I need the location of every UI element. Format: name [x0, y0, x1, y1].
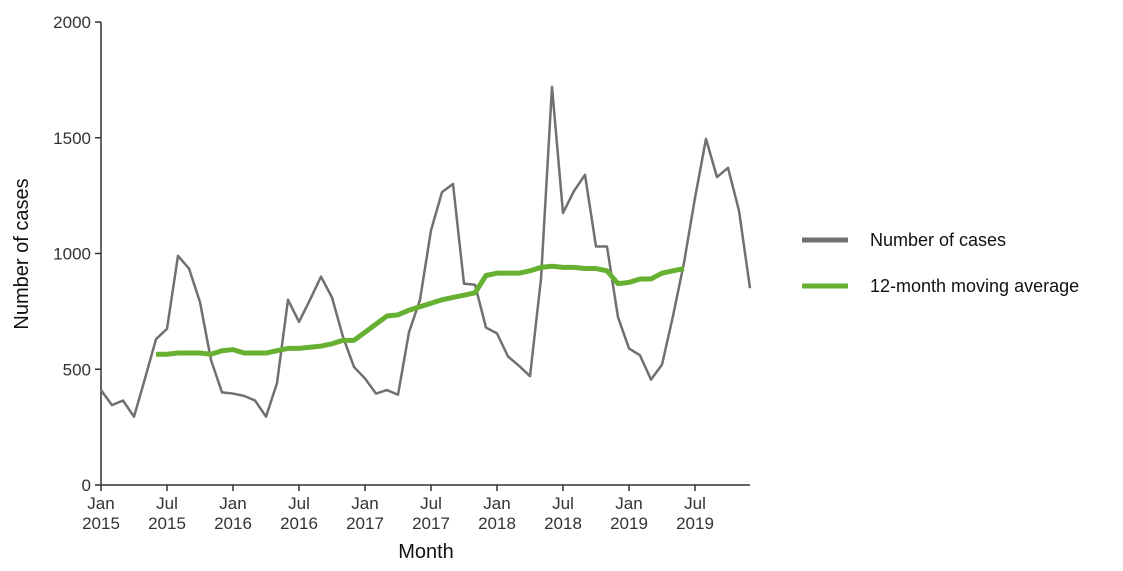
series-line — [156, 263, 685, 357]
x-tick-label: Jan 2016 — [214, 494, 252, 533]
x-tick-label: Jul 2016 — [280, 494, 318, 533]
x-tick-label: Jul 2015 — [148, 494, 186, 533]
x-tick-label: Jan 2015 — [82, 494, 120, 533]
y-tick-label: 0 — [82, 476, 91, 495]
x-tick-label: Jan 2017 — [346, 494, 384, 533]
legend-label: Number of cases — [870, 230, 1006, 250]
legend-label: 12-month moving average — [870, 276, 1079, 296]
y-tick-label: 1000 — [53, 245, 91, 264]
x-tick-label: Jan 2019 — [610, 494, 648, 533]
y-tick-label: 1500 — [53, 129, 91, 148]
x-tick-label: Jul 2017 — [412, 494, 450, 533]
x-tick-label: Jan 2018 — [478, 494, 516, 533]
x-tick-label: Jul 2019 — [676, 494, 714, 533]
series-line — [99, 85, 752, 418]
y-axis-title: Number of cases — [11, 178, 33, 329]
x-axis-title: Month — [398, 541, 454, 563]
y-tick-label: 500 — [63, 360, 91, 379]
y-tick-label: 2000 — [53, 13, 91, 32]
x-tick-label: Jul 2018 — [544, 494, 582, 533]
